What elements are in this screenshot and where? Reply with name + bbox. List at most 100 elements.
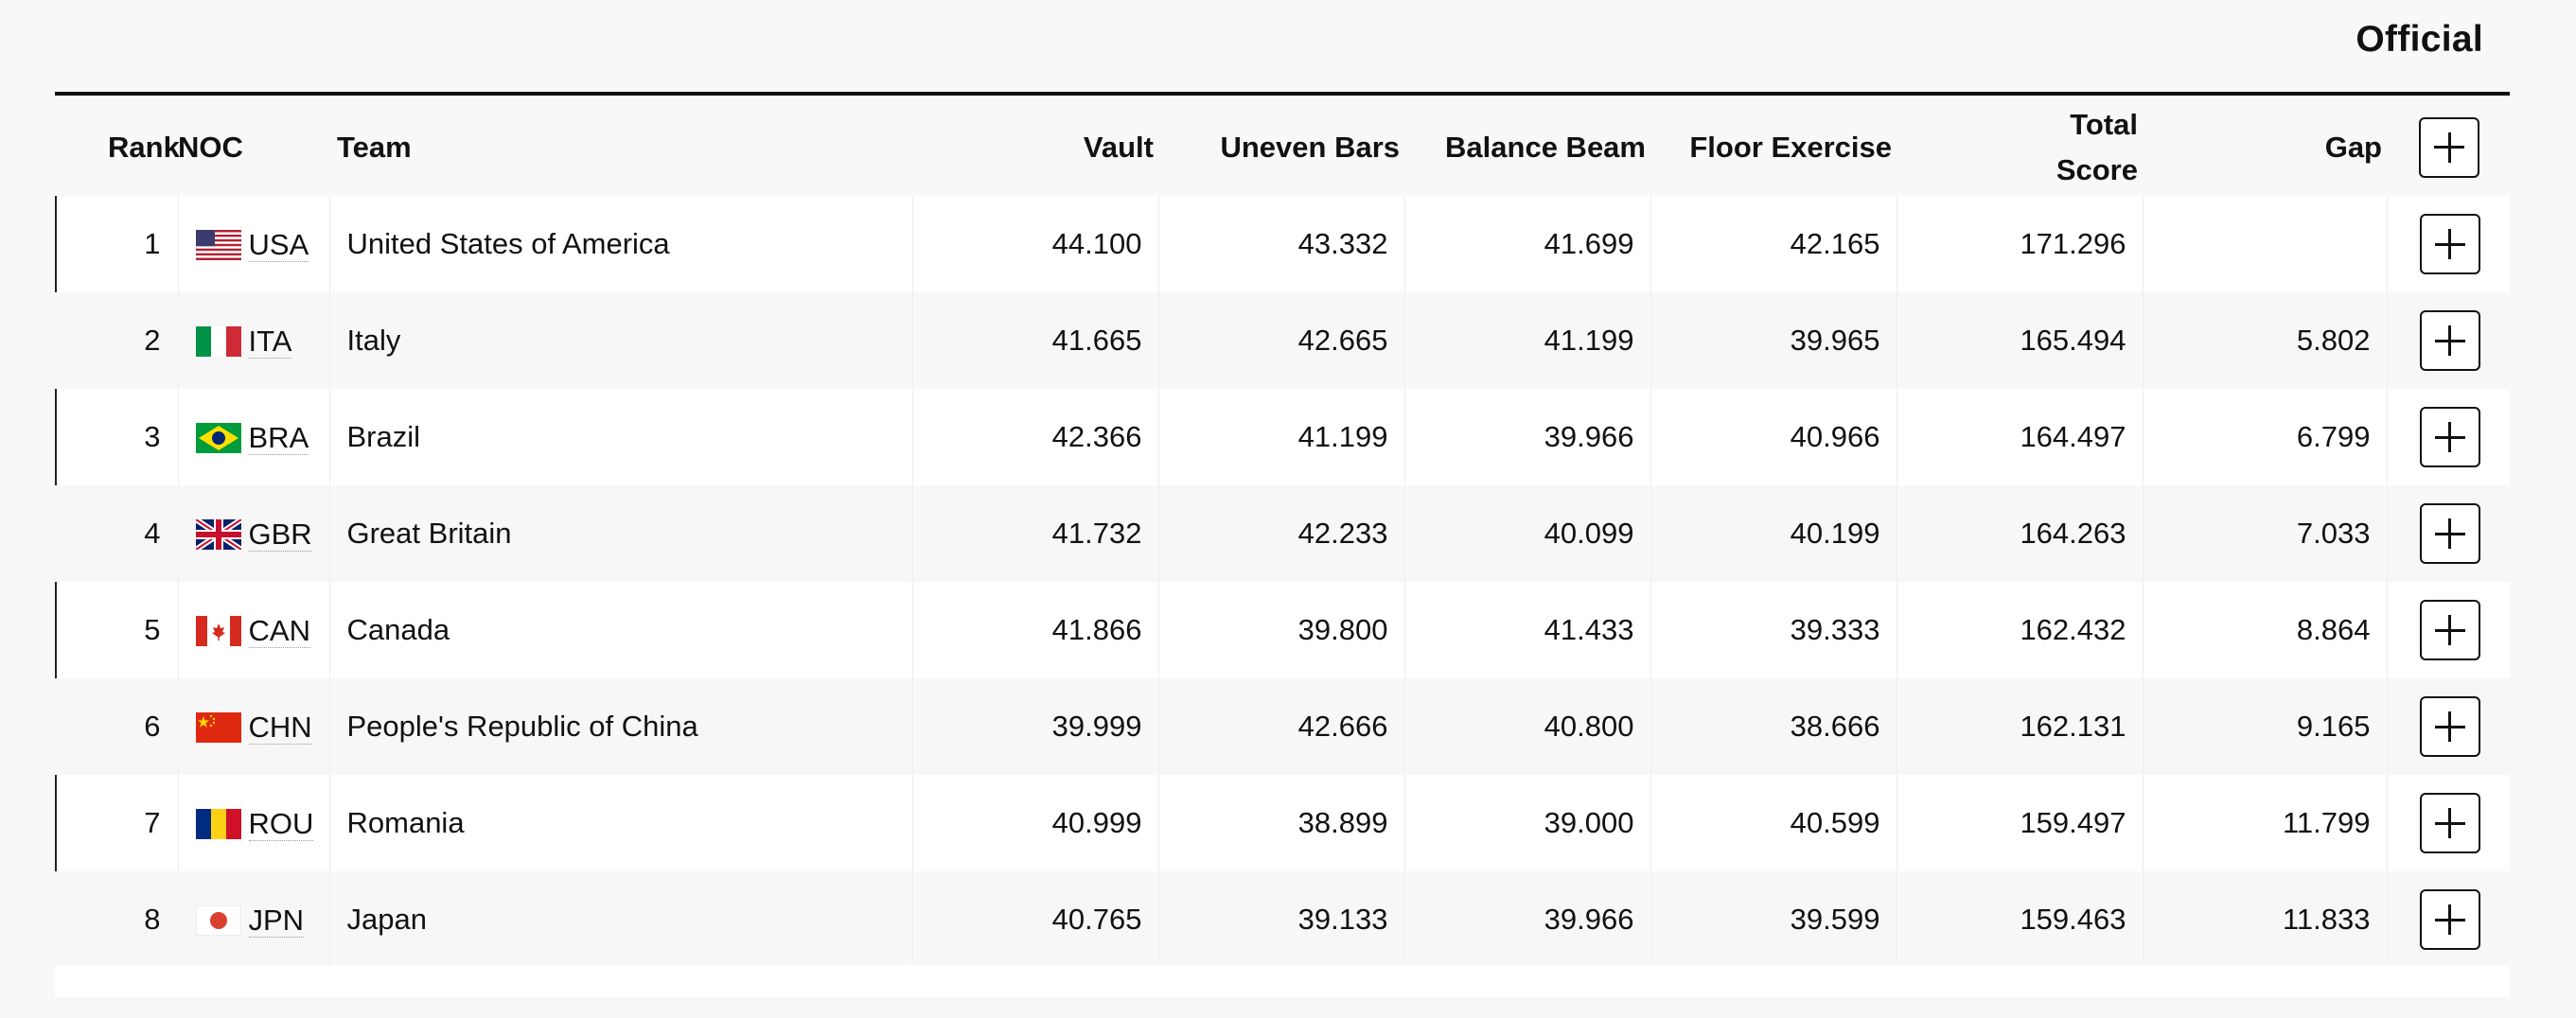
noc-code[interactable]: ITA: [248, 324, 292, 359]
team-cell: People's Republic of China: [329, 678, 913, 775]
vault-score: 44.100: [912, 196, 1159, 292]
balance-beam-score: 41.699: [1404, 196, 1651, 292]
uneven-bars-score: 42.233: [1158, 485, 1405, 582]
china-flag-icon: [195, 711, 241, 743]
total-score: 162.131: [1897, 678, 2144, 775]
gap-value: 11.833: [2143, 871, 2388, 968]
expand-row-button[interactable]: [2419, 696, 2480, 757]
team-cell: Romania: [329, 775, 913, 871]
expand-cell: [2387, 775, 2510, 871]
expand-cell: [2387, 871, 2510, 968]
header-expand-cell: [2387, 98, 2510, 196]
table-row: 2 ITA Italy 41.665 42.665 41.199 39.965 165.494…: [55, 292, 2510, 389]
gap-value: 6.799: [2143, 389, 2388, 485]
table-row: 7 ROU Romania 40.999 38.899 39.000 40.599 159.4…: [55, 775, 2510, 871]
expand-row-button[interactable]: [2419, 793, 2480, 853]
gap-value: 7.033: [2143, 485, 2388, 582]
balance-beam-score: 40.099: [1404, 485, 1651, 582]
rank-cell: 5: [55, 582, 179, 678]
team-cell: Brazil: [329, 389, 913, 485]
column-header-uneven-bars: Uneven Bars: [1158, 98, 1404, 196]
floor-exercise-score: 40.599: [1650, 775, 1897, 871]
floor-exercise-score: 40.966: [1650, 389, 1897, 485]
expand-cell: [2387, 485, 2510, 582]
gap-value: 11.799: [2143, 775, 2388, 871]
total-score: 171.296: [1897, 196, 2144, 292]
expand-row-button[interactable]: [2419, 310, 2480, 371]
balance-beam-score: 39.966: [1404, 871, 1651, 968]
noc-cell: CAN: [178, 582, 330, 678]
vault-score: 41.732: [912, 485, 1159, 582]
team-cell: Italy: [329, 292, 913, 389]
floor-exercise-score: 42.165: [1650, 196, 1897, 292]
floor-exercise-score: 39.599: [1650, 871, 1897, 968]
noc-cell: ROU: [178, 775, 330, 871]
expand-cell: [2387, 292, 2510, 389]
italy-flag-icon: [195, 325, 241, 357]
noc-cell: BRA: [178, 389, 330, 485]
column-header-balance-beam: Balance Beam: [1404, 98, 1650, 196]
official-status-label: Official: [2355, 19, 2483, 60]
uneven-bars-score: 39.800: [1158, 582, 1405, 678]
noc-code[interactable]: USA: [248, 227, 309, 262]
table-row: 6 CHN People's Republic of China 39.999 42.6…: [55, 678, 2510, 775]
uneven-bars-score: 43.332: [1158, 196, 1405, 292]
noc-code[interactable]: BRA: [248, 420, 309, 455]
expand-all-button[interactable]: [2419, 116, 2479, 178]
rank-cell: 4: [55, 485, 179, 582]
rank-cell: 7: [55, 775, 179, 871]
expand-row-button[interactable]: [2419, 214, 2480, 274]
uneven-bars-score: 42.665: [1158, 292, 1405, 389]
balance-beam-score: 41.433: [1404, 582, 1651, 678]
column-header-noc: NOC: [178, 98, 329, 196]
table-row: 8 JPN Japan 40.765 39.133 39.966 39.599 159.463…: [55, 871, 2510, 968]
noc-code[interactable]: CHN: [248, 710, 312, 745]
floor-exercise-score: 39.965: [1650, 292, 1897, 389]
vault-score: 40.999: [912, 775, 1159, 871]
header-divider: [55, 92, 2510, 96]
noc-code[interactable]: JPN: [248, 903, 305, 938]
noc-cell: USA: [178, 196, 330, 292]
total-score-line-2: Score: [2056, 152, 2138, 186]
noc-code[interactable]: CAN: [248, 613, 310, 648]
canada-flag-icon: [195, 615, 241, 646]
rank-cell: 1: [55, 196, 179, 292]
uneven-bars-score: 41.199: [1158, 389, 1405, 485]
expand-cell: [2387, 389, 2510, 485]
column-header-gap: Gap: [2143, 98, 2387, 196]
gap-value: 5.802: [2143, 292, 2388, 389]
balance-beam-score: 40.800: [1404, 678, 1651, 775]
table-row: 5 CAN Canada 41.866 39.800 41.433 39.333 162.43…: [55, 582, 2510, 678]
team-cell: Great Britain: [329, 485, 913, 582]
floor-exercise-score: 39.333: [1650, 582, 1897, 678]
gap-value: 9.165: [2143, 678, 2388, 775]
usa-flag-icon: [195, 229, 241, 260]
total-score: 165.494: [1897, 292, 2144, 389]
noc-cell: GBR: [178, 485, 330, 582]
expand-row-button[interactable]: [2419, 407, 2480, 467]
noc-code[interactable]: GBR: [248, 517, 312, 552]
table-row: 1 USA United States of America 44.100 43.332…: [55, 196, 2510, 292]
noc-cell: ITA: [178, 292, 330, 389]
expand-row-button[interactable]: [2419, 503, 2480, 564]
brazil-flag-icon: [195, 422, 241, 453]
table-row: 3 BRA Brazil 42.366 41.199 39.966 40.966 164.49…: [55, 389, 2510, 485]
total-score: 162.432: [1897, 582, 2144, 678]
table-row: 4 GBR Great Britain 41.732 42.233 40.099 40.19…: [55, 485, 2510, 582]
noc-cell: CHN: [178, 678, 330, 775]
expand-row-button[interactable]: [2419, 600, 2480, 660]
expand-cell: [2387, 582, 2510, 678]
uneven-bars-score: 38.899: [1158, 775, 1405, 871]
gap-value: [2143, 196, 2388, 292]
balance-beam-score: 39.966: [1404, 389, 1651, 485]
expand-cell: [2387, 196, 2510, 292]
expand-row-button[interactable]: [2419, 889, 2480, 950]
column-header-rank: Rank: [55, 98, 180, 196]
noc-code[interactable]: ROU: [248, 806, 314, 841]
noc-cell: JPN: [178, 871, 330, 968]
table-header-row: Rank NOC Team Vault Uneven Bars Balance …: [55, 98, 2510, 196]
rank-cell: 3: [55, 389, 179, 485]
column-header-team: Team: [329, 98, 912, 196]
column-header-vault: Vault: [912, 98, 1158, 196]
total-score: 159.497: [1897, 775, 2144, 871]
